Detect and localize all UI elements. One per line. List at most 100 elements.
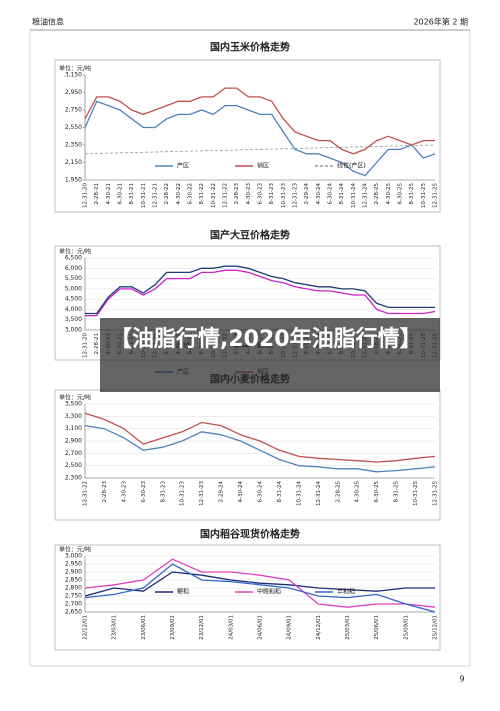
x-tick-label: 25/09/01 [403, 615, 409, 640]
x-tick-label: 24/03/01 [228, 615, 234, 640]
y-tick-label: 2,750 [65, 593, 82, 600]
x-tick-label: 6-30-24 [258, 481, 264, 503]
x-tick-label: 6-30-23 [258, 183, 264, 205]
x-tick-label: 12-31-25 [433, 481, 439, 506]
unit-label: 单位：元/吨 [59, 546, 91, 554]
legend-label: 早籼稻 [337, 588, 355, 596]
x-tick-label: 10-31-24 [351, 183, 357, 208]
y-tick-label: 2,500 [65, 462, 82, 469]
x-tick-label: 8-31-25 [409, 183, 415, 205]
x-tick-label: 12-31-20 [83, 333, 89, 358]
series-line [84, 424, 436, 473]
x-tick-label: 8-31-24 [277, 481, 283, 503]
chart-frame [54, 389, 441, 521]
x-tick-label: 4-30-25 [386, 183, 392, 205]
y-tick-label: 3,100 [65, 425, 82, 432]
y-tick-label: 4,500 [65, 296, 82, 303]
y-tick-label: 2,550 [65, 124, 82, 131]
y-tick-label: 2,750 [65, 107, 82, 114]
x-tick-label: 8-31-23 [160, 481, 166, 503]
x-tick-label: 6-30-21 [118, 183, 124, 204]
y-tick-label: 2,950 [65, 561, 82, 568]
x-tick-label: 23/03/01 [112, 615, 118, 640]
x-tick-label: 10-31-21 [141, 183, 147, 208]
x-tick-label: 2-28-25 [335, 481, 341, 503]
x-tick-label: 6-30-24 [328, 183, 334, 205]
y-tick-label: 2,900 [65, 569, 82, 576]
x-tick-label: 6-30-25 [398, 183, 404, 205]
x-tick-label: 12-31-22 [83, 481, 89, 506]
y-tick-label: 1,950 [65, 177, 82, 184]
x-tick-label: 4-30-24 [238, 481, 244, 503]
y-tick-label: 4,000 [65, 306, 82, 313]
series-line [84, 100, 436, 177]
x-tick-label: 12-31-23 [199, 481, 205, 506]
x-tick-label: 6-30-23 [141, 481, 147, 503]
y-tick-label: 3,300 [65, 413, 82, 420]
x-tick-label: 8-31-22 [199, 183, 205, 204]
x-tick-label: 4-30-23 [121, 481, 127, 503]
chart-frame [54, 59, 441, 213]
y-tick-label: 3,000 [65, 553, 82, 560]
x-tick-label: 25/06/01 [374, 615, 380, 640]
page-frame [29, 29, 471, 667]
series-line [84, 412, 436, 463]
x-tick-label: 8-31-23 [269, 183, 275, 205]
unit-label: 单位：元/吨 [59, 65, 91, 73]
x-tick-label: 4-30-23 [246, 183, 252, 205]
x-tick-label: 2-28-23 [102, 481, 108, 503]
x-tick-label: 2-28-23 [234, 183, 240, 205]
x-tick-label: 4-30-24 [316, 183, 322, 205]
y-tick-label: 2,900 [65, 438, 82, 445]
y-tick-label: 2,300 [65, 475, 82, 482]
x-tick-label: 12-31-24 [316, 481, 322, 506]
x-tick-label: 12-31-20 [83, 183, 89, 208]
x-tick-label: 4-30-21 [106, 183, 112, 204]
x-tick-label: 12-31-25 [433, 183, 439, 208]
x-tick-label: 2-28-25 [374, 183, 380, 205]
x-tick-label: 8-31-25 [394, 481, 400, 503]
x-tick-label: 10-31-25 [421, 183, 427, 208]
x-tick-label: 2-28-21 [94, 183, 100, 204]
chart-title: 国内玉米价格走势 [210, 41, 290, 54]
x-tick-label: 6-30-22 [188, 183, 194, 204]
banner: 【油脂行情,2020年油脂行情】 [100, 318, 440, 392]
legend-label: 销区 [257, 162, 269, 170]
x-tick-label: 25/12/01 [433, 615, 439, 640]
x-tick-label: 2-28-21 [94, 333, 100, 354]
y-tick-label: 6,500 [65, 255, 82, 262]
y-tick-label: 2,850 [65, 577, 82, 584]
series-line [84, 87, 435, 155]
x-tick-label: 4-30-22 [176, 183, 182, 204]
x-tick-label: 8-31-21 [129, 183, 135, 204]
series-line [84, 558, 436, 608]
x-tick-label: 12-31-21 [153, 183, 159, 208]
y-tick-label: 3,150 [65, 72, 82, 79]
y-tick-label: 2,150 [65, 159, 82, 166]
x-tick-label: 8-31-24 [339, 183, 345, 205]
legend-label: 粳稻 [177, 588, 189, 596]
x-tick-label: 6-30-25 [374, 481, 380, 503]
x-tick-label: 24/12/01 [316, 615, 322, 640]
unit-label: 单位：元/吨 [59, 394, 91, 402]
y-tick-label: 3,500 [65, 316, 82, 323]
y-tick-label: 3,000 [65, 327, 82, 334]
y-tick-label: 2,350 [65, 142, 82, 149]
chart-title: 国产大豆价格走势 [210, 229, 290, 242]
series-line [85, 265, 435, 315]
x-tick-label: 2-29-24 [219, 481, 225, 503]
x-tick-label: 4-30-25 [355, 481, 361, 503]
x-tick-label: 2-28-22 [164, 183, 170, 204]
legend-label: 线性(产区) [337, 162, 366, 170]
x-tick-label: 25/03/01 [345, 615, 351, 640]
x-tick-label: 10-31-23 [281, 183, 287, 208]
y-tick-label: 3,500 [65, 401, 82, 408]
x-tick-label: 10-31-22 [211, 183, 217, 208]
y-tick-label: 2,950 [65, 89, 82, 96]
series-line [85, 269, 436, 317]
x-tick-label: 10-31-24 [296, 481, 302, 506]
legend-label: 产区 [177, 162, 189, 170]
x-tick-label: 24/06/01 [258, 615, 264, 640]
chart-title: 国内稻谷现货价格走势 [200, 528, 300, 541]
